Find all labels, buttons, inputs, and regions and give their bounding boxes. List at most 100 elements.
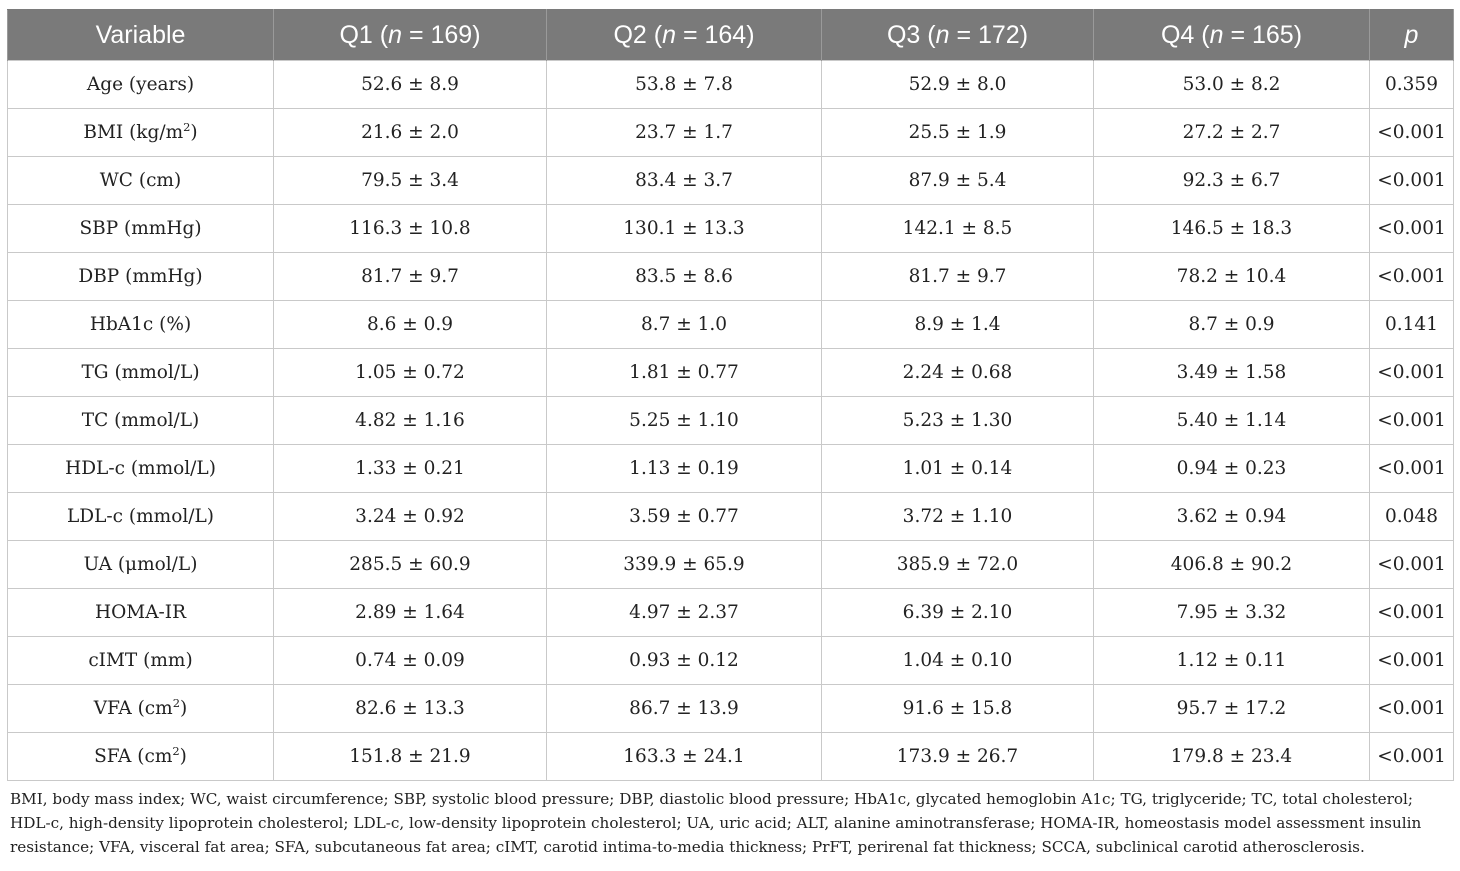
value-cell-q4: 27.2 ± 2.7 (1093, 108, 1370, 157)
value-cell-q4: 3.49 ± 1.58 (1093, 348, 1370, 397)
value-cell-q4: 7.95 ± 3.32 (1093, 588, 1370, 637)
value-cell-q4: 95.7 ± 17.2 (1093, 684, 1370, 733)
table-row: BMI (kg/m2) 21.6 ± 2.0 23.7 ± 1.7 25.5 ± 1.… (7, 108, 1454, 157)
p-value-cell: 0.048 (1369, 492, 1454, 541)
p-value-cell: <0.001 (1369, 108, 1454, 157)
value-cell-q3: 1.01 ± 0.14 (821, 444, 1094, 493)
value-cell-q3: 142.1 ± 8.5 (821, 204, 1094, 253)
p-value-cell: <0.001 (1369, 684, 1454, 733)
value-cell-q1: 2.89 ± 1.64 (273, 588, 547, 637)
header-p: p (1369, 9, 1454, 61)
value-cell-q2: 86.7 ± 13.9 (546, 684, 822, 733)
table-row: HDL-c (mmol/L) 1.33 ± 0.21 1.13 ± 0.19 1.01… (7, 444, 1454, 493)
p-value-cell: <0.001 (1369, 348, 1454, 397)
p-value-cell: 0.141 (1369, 300, 1454, 349)
value-cell-q2: 8.7 ± 1.0 (546, 300, 822, 349)
value-cell-q3: 385.9 ± 72.0 (821, 540, 1094, 589)
table-row: LDL-c (mmol/L) 3.24 ± 0.92 3.59 ± 0.77 3.72… (7, 492, 1454, 541)
table-row: Age (years) 52.6 ± 8.9 53.8 ± 7.8 52.9 ± 8.… (7, 60, 1454, 109)
table-footnote: BMI, body mass index; WC, waist circumfe… (10, 790, 1422, 856)
header-row: Variable Q1 (n = 169) Q2 (n = 164) Q3 (n… (7, 9, 1454, 61)
value-cell-q1: 8.6 ± 0.9 (273, 300, 547, 349)
header-q2: Q2 (n = 164) (546, 9, 822, 61)
value-cell-q1: 21.6 ± 2.0 (273, 108, 547, 157)
value-cell-q2: 130.1 ± 13.3 (546, 204, 822, 253)
value-cell-q2: 339.9 ± 65.9 (546, 540, 822, 589)
table-row: SBP (mmHg) 116.3 ± 10.8 130.1 ± 13.3 142.1 … (7, 204, 1454, 253)
value-cell-q3: 3.72 ± 1.10 (821, 492, 1094, 541)
value-cell-q4: 146.5 ± 18.3 (1093, 204, 1370, 253)
p-value-cell: <0.001 (1369, 444, 1454, 493)
table-row: VFA (cm2) 82.6 ± 13.3 86.7 ± 13.9 91.6 ± 15… (7, 684, 1454, 733)
value-cell-q4: 406.8 ± 90.2 (1093, 540, 1370, 589)
variable-cell: HbA1c (%) (7, 300, 274, 349)
value-cell-q2: 163.3 ± 24.1 (546, 732, 822, 781)
value-cell-q3: 2.24 ± 0.68 (821, 348, 1094, 397)
variable-cell: Age (years) (7, 60, 274, 109)
value-cell-q2: 53.8 ± 7.8 (546, 60, 822, 109)
value-cell-q3: 81.7 ± 9.7 (821, 252, 1094, 301)
value-cell-q3: 91.6 ± 15.8 (821, 684, 1094, 733)
value-cell-q4: 179.8 ± 23.4 (1093, 732, 1370, 781)
table-body: Age (years) 52.6 ± 8.9 53.8 ± 7.8 52.9 ± 8.… (7, 60, 1454, 781)
data-table: Variable Q1 (n = 169) Q2 (n = 164) Q3 (n… (7, 9, 1454, 781)
value-cell-q1: 151.8 ± 21.9 (273, 732, 547, 781)
value-cell-q3: 173.9 ± 26.7 (821, 732, 1094, 781)
value-cell-q2: 83.5 ± 8.6 (546, 252, 822, 301)
p-value-cell: <0.001 (1369, 732, 1454, 781)
variable-cell: HDL-c (mmol/L) (7, 444, 274, 493)
value-cell-q1: 79.5 ± 3.4 (273, 156, 547, 205)
value-cell-q1: 285.5 ± 60.9 (273, 540, 547, 589)
value-cell-q2: 4.97 ± 2.37 (546, 588, 822, 637)
variable-cell: HOMA-IR (7, 588, 274, 637)
value-cell-q1: 1.05 ± 0.72 (273, 348, 547, 397)
table-row: WC (cm) 79.5 ± 3.4 83.4 ± 3.7 87.9 ± 5.4 92.… (7, 156, 1454, 205)
value-cell-q4: 92.3 ± 6.7 (1093, 156, 1370, 205)
value-cell-q3: 25.5 ± 1.9 (821, 108, 1094, 157)
value-cell-q1: 116.3 ± 10.8 (273, 204, 547, 253)
value-cell-q2: 23.7 ± 1.7 (546, 108, 822, 157)
value-cell-q1: 81.7 ± 9.7 (273, 252, 547, 301)
table-row: HOMA-IR 2.89 ± 1.64 4.97 ± 2.37 6.39 ± 2.10… (7, 588, 1454, 637)
p-value-cell: <0.001 (1369, 396, 1454, 445)
value-cell-q3: 52.9 ± 8.0 (821, 60, 1094, 109)
table-row: HbA1c (%) 8.6 ± 0.9 8.7 ± 1.0 8.9 ± 1.4 8.7 … (7, 300, 1454, 349)
value-cell-q1: 0.74 ± 0.09 (273, 636, 547, 685)
variable-cell: BMI (kg/m2) (7, 108, 274, 157)
value-cell-q3: 5.23 ± 1.30 (821, 396, 1094, 445)
value-cell-q3: 87.9 ± 5.4 (821, 156, 1094, 205)
variable-cell: TC (mmol/L) (7, 396, 274, 445)
variable-cell: LDL-c (mmol/L) (7, 492, 274, 541)
value-cell-q1: 52.6 ± 8.9 (273, 60, 547, 109)
header-variable: Variable (7, 9, 274, 61)
p-value-cell: <0.001 (1369, 204, 1454, 253)
p-value-cell: <0.001 (1369, 540, 1454, 589)
table-row: TG (mmol/L) 1.05 ± 0.72 1.81 ± 0.77 2.24 ± … (7, 348, 1454, 397)
variable-cell: DBP (mmHg) (7, 252, 274, 301)
variable-cell: UA (μmol/L) (7, 540, 274, 589)
value-cell-q1: 82.6 ± 13.3 (273, 684, 547, 733)
table-row: UA (μmol/L) 285.5 ± 60.9 339.9 ± 65.9 385.9… (7, 540, 1454, 589)
table-row: cIMT (mm) 0.74 ± 0.09 0.93 ± 0.12 1.04 ± 0.… (7, 636, 1454, 685)
value-cell-q4: 8.7 ± 0.9 (1093, 300, 1370, 349)
value-cell-q1: 1.33 ± 0.21 (273, 444, 547, 493)
value-cell-q3: 1.04 ± 0.10 (821, 636, 1094, 685)
value-cell-q2: 83.4 ± 3.7 (546, 156, 822, 205)
value-cell-q2: 5.25 ± 1.10 (546, 396, 822, 445)
p-value-cell: <0.001 (1369, 252, 1454, 301)
value-cell-q3: 8.9 ± 1.4 (821, 300, 1094, 349)
value-cell-q3: 6.39 ± 2.10 (821, 588, 1094, 637)
value-cell-q1: 3.24 ± 0.92 (273, 492, 547, 541)
value-cell-q2: 3.59 ± 0.77 (546, 492, 822, 541)
value-cell-q2: 1.13 ± 0.19 (546, 444, 822, 493)
p-value-cell: <0.001 (1369, 156, 1454, 205)
header-q1: Q1 (n = 169) (273, 9, 547, 61)
table-row: TC (mmol/L) 4.82 ± 1.16 5.25 ± 1.10 5.23 ± … (7, 396, 1454, 445)
table-row: DBP (mmHg) 81.7 ± 9.7 83.5 ± 8.6 81.7 ± 9.7… (7, 252, 1454, 301)
p-value-cell: <0.001 (1369, 588, 1454, 637)
header-q4: Q4 (n = 165) (1093, 9, 1370, 61)
value-cell-q4: 78.2 ± 10.4 (1093, 252, 1370, 301)
value-cell-q2: 0.93 ± 0.12 (546, 636, 822, 685)
variable-cell: WC (cm) (7, 156, 274, 205)
value-cell-q1: 4.82 ± 1.16 (273, 396, 547, 445)
